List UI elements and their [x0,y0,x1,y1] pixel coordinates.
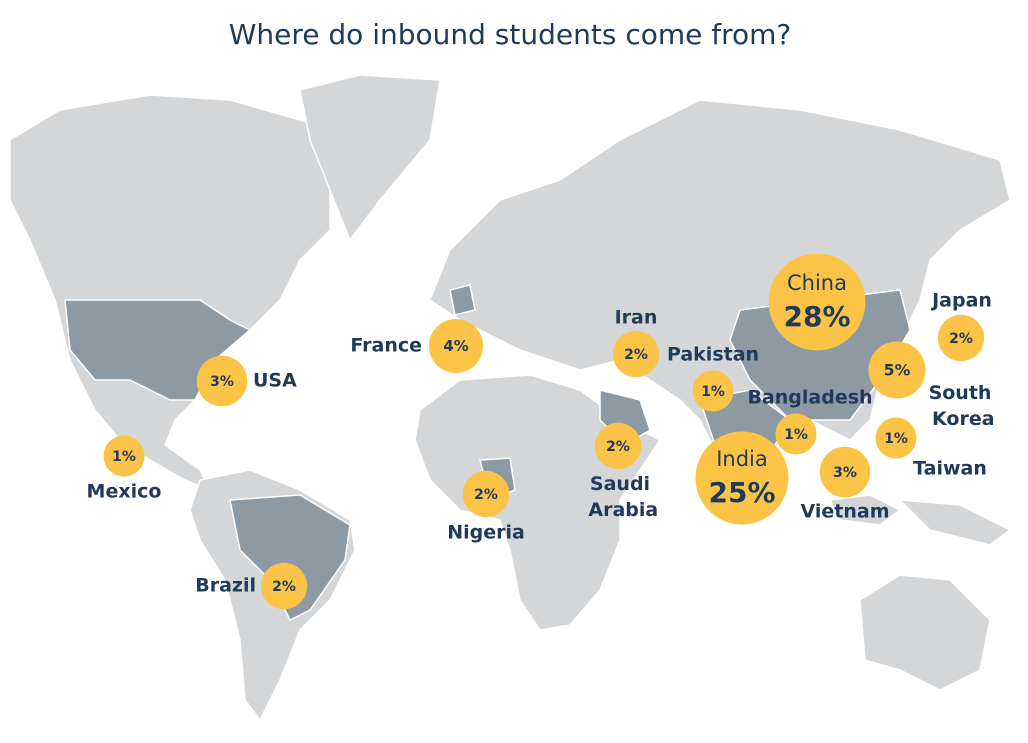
country-name: Brazil [195,575,256,597]
value-bubble [695,431,789,525]
value-label: 2% [272,579,296,595]
value-bubble [937,314,985,362]
value-label: 2% [624,347,648,363]
country-name: Pakistan [667,344,759,366]
value-bubble [594,422,642,470]
value-label: 1% [112,449,136,465]
value-label: 5% [884,361,911,380]
value-bubble [196,355,248,407]
country-name: China [787,271,847,295]
country-name: Iran [615,307,658,329]
value-bubble [260,562,308,610]
country-name: Japan [930,290,992,312]
name-line: South [929,382,992,404]
value-label: 1% [884,431,908,447]
country-name: France [350,335,422,357]
value-label: 28% [783,300,850,333]
value-bubble [692,370,734,412]
value-bubble [819,446,871,498]
value-label: 25% [708,476,775,509]
value-bubble [875,417,917,459]
value-label: 2% [949,331,973,347]
country-name: Nigeria [447,522,525,544]
country-name: Saudi Arabia [582,473,658,521]
value-bubble [612,330,660,378]
name-line: Arabia [582,499,658,521]
value-label: 1% [701,384,725,400]
value-bubble [462,470,510,518]
value-bubble [103,435,145,477]
title: Where do inbound students come from? [229,18,792,51]
value-bubble [775,413,817,455]
name-line: Korea [925,408,994,430]
country-name: USA [253,370,297,392]
country-name: Vietnam [801,501,890,523]
value-label: 3% [833,465,857,481]
value-label: 2% [474,487,498,503]
value-label: 3% [210,374,234,390]
value-label: 2% [606,439,630,455]
country-name: Taiwan [913,458,987,480]
value-bubble [429,319,483,373]
country-name: Mexico [87,481,162,503]
country-name: South Korea [925,382,994,430]
country-name: India [716,447,768,471]
value-bubble [868,341,926,399]
value-bubble [768,253,866,351]
value-label: 1% [784,427,808,443]
country-name: Bangladesh [747,387,872,409]
value-label: 4% [443,337,468,355]
name-line: Saudi [590,473,650,495]
